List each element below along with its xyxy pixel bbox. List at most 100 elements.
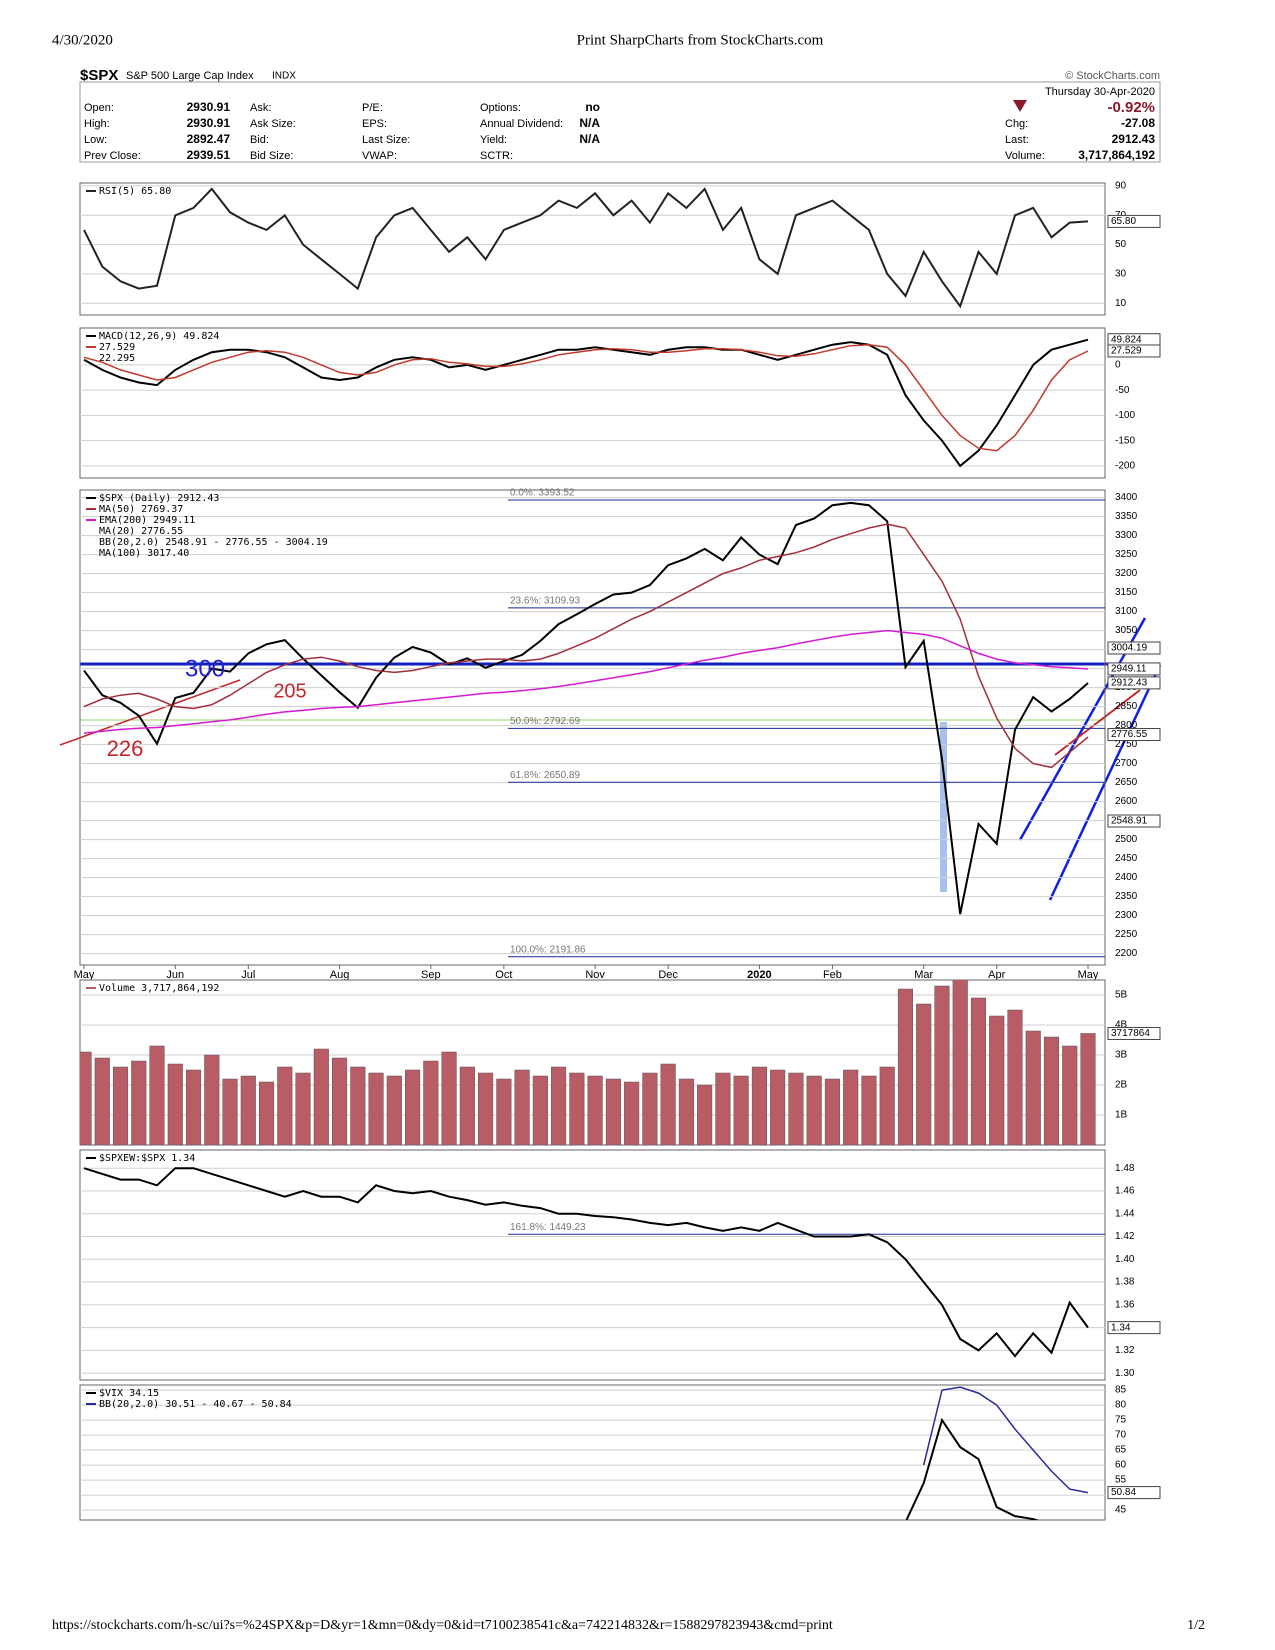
quote-label: Volume: — [1005, 150, 1045, 162]
y-tick-label: -100 — [1115, 410, 1135, 421]
end-label: 2776.55 — [1111, 729, 1148, 740]
volume-bar — [80, 1051, 92, 1145]
y-tick-label: 3350 — [1115, 511, 1138, 522]
panel-frame — [79, 182, 1106, 316]
end-label: 2949.11 — [1111, 664, 1147, 675]
footer-url: https://stockcharts.com/h-sc/ui?s=%24SPX… — [52, 1618, 833, 1633]
volume-bar — [605, 1078, 621, 1145]
end-label: 65.80 — [1111, 216, 1136, 227]
gap-marker — [940, 722, 947, 892]
panel-frame — [79, 489, 1106, 966]
volume-bar — [496, 1078, 512, 1145]
volume-bar — [313, 1048, 329, 1145]
y-tick-label: 2400 — [1115, 872, 1138, 883]
y-tick-label: 1.32 — [1115, 1345, 1135, 1356]
end-label-box — [1107, 641, 1161, 655]
volume-bar — [258, 1081, 275, 1145]
y-tick-label: 1.36 — [1115, 1299, 1135, 1310]
end-label-box — [1107, 344, 1161, 358]
legend-entry: MA(50) 2769.37 — [99, 504, 183, 515]
quote-label: SCTR: — [480, 150, 513, 162]
y-tick-label: 2300 — [1115, 910, 1138, 921]
y-tick-label: 3050 — [1115, 625, 1138, 636]
y-tick-label: 3250 — [1115, 549, 1138, 560]
volume-bar — [222, 1078, 238, 1145]
volume-bar — [806, 1075, 822, 1145]
level-label: 161.8%: 1449.23 — [510, 1222, 586, 1233]
volume-bar — [989, 1015, 1005, 1145]
y-tick-label: 30 — [1115, 269, 1127, 280]
y-tick-label: 1.38 — [1115, 1277, 1135, 1288]
legend-entry: 27.529 — [99, 342, 135, 353]
volume-bar — [240, 1075, 256, 1145]
y-tick-label: 65 — [1115, 1445, 1127, 1456]
x-tick-label: 2020 — [747, 969, 771, 981]
end-label-box — [1107, 728, 1161, 742]
x-tick-label: Jun — [166, 969, 184, 981]
panel-frame — [79, 1384, 1106, 1521]
y-tick-label: 3300 — [1115, 530, 1138, 541]
volume-bar — [332, 1057, 348, 1145]
volume-bar — [1007, 1009, 1023, 1145]
end-label: 50.84 — [1111, 1487, 1136, 1498]
series-line — [83, 501, 1089, 915]
end-label-box — [1107, 1026, 1161, 1040]
quote-label: High: — [84, 118, 110, 130]
quote-value: 3,717,864,192 — [1078, 148, 1155, 162]
panel-frame — [79, 327, 1106, 479]
level-label: 100.0%: 2191.86 — [510, 944, 586, 955]
end-label-box — [1107, 814, 1161, 828]
end-label: 3717864 — [1111, 1028, 1150, 1039]
trend-line — [59, 679, 241, 746]
quote-value: 2912.43 — [1112, 132, 1156, 146]
volume-bar — [551, 1066, 567, 1145]
volume-bar — [149, 1045, 165, 1145]
end-label-box — [1107, 662, 1161, 676]
end-label-box — [1107, 214, 1161, 228]
x-tick-label: Sep — [421, 969, 441, 981]
quote-label: Annual Dividend: — [480, 118, 563, 130]
plot-area — [80, 980, 1096, 1145]
volume-bar — [770, 1069, 786, 1145]
volume-bar — [185, 1069, 202, 1145]
y-tick-label: -200 — [1115, 461, 1135, 472]
y-tick-label: 5B — [1115, 990, 1128, 1001]
x-tick-label: Apr — [988, 969, 1005, 981]
y-tick-label: 2750 — [1115, 739, 1138, 750]
quote-value: N/A — [579, 116, 600, 130]
series-line — [83, 187, 1089, 309]
volume-bar — [478, 1072, 494, 1145]
end-label: 2548.91 — [1111, 816, 1148, 827]
annotation: 205 — [273, 680, 306, 702]
x-tick-label: Oct — [495, 969, 512, 981]
quote-date: Thursday 30-Apr-2020 — [1045, 86, 1155, 98]
y-tick-label: 90 — [1115, 181, 1127, 192]
series-line — [83, 338, 1089, 468]
level-label: 61.8%: 2650.89 — [510, 770, 580, 781]
y-tick-label: 2350 — [1115, 891, 1138, 902]
volume-bar — [733, 1075, 749, 1145]
quote-label: Bid Size: — [250, 150, 293, 162]
volume-bar — [916, 1003, 932, 1145]
y-tick-label: 3100 — [1115, 606, 1138, 617]
volume-bar — [131, 1060, 147, 1145]
end-label: 1.34 — [1111, 1322, 1131, 1333]
volume-bar — [697, 1084, 713, 1145]
legend-entry: EMA(200) 2949.11 — [99, 515, 195, 526]
y-tick-label: 1.40 — [1115, 1254, 1135, 1265]
plot-area — [83, 187, 1089, 309]
volume-bar — [715, 1072, 731, 1145]
volume-bar — [405, 1069, 421, 1145]
x-tick-label: Feb — [823, 969, 842, 981]
y-tick-label: 0 — [1115, 360, 1121, 371]
quote-label: Open: — [84, 102, 114, 114]
legend-entry: BB(20,2.0) 2548.91 - 2776.55 - 3004.19 — [99, 537, 328, 548]
y-tick-label: 2850 — [1115, 701, 1138, 712]
y-tick-label: 3150 — [1115, 587, 1138, 598]
volume-bar — [678, 1078, 694, 1145]
page-number: 1/2 — [1187, 1618, 1205, 1633]
quote-label: P/E: — [362, 102, 383, 114]
quote-label: Ask: — [250, 102, 271, 114]
legend-entry: $VIX 34.15 — [99, 1388, 159, 1399]
volume-bar — [642, 1072, 658, 1145]
